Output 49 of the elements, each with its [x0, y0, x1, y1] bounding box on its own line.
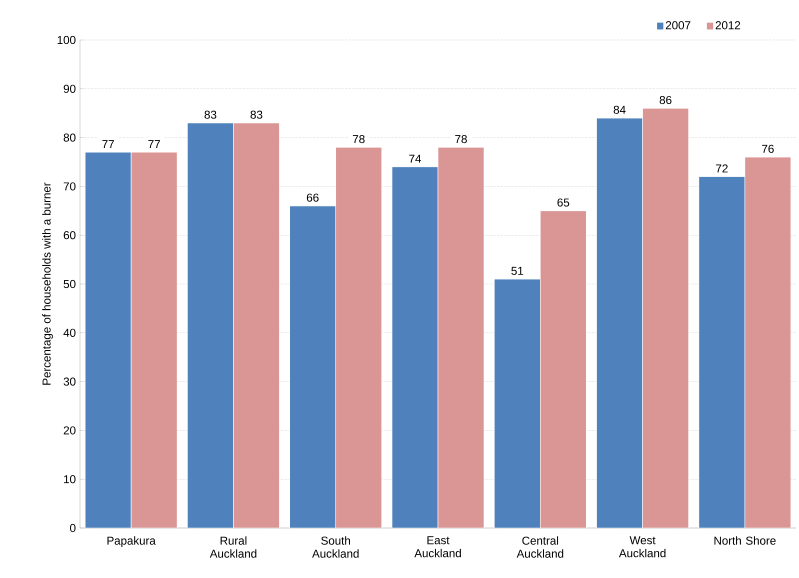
x-tick-label: Rural Auckland — [210, 536, 256, 558]
data-label: 78 — [455, 135, 467, 144]
x-tick-label: North Shore — [714, 536, 776, 545]
bar — [392, 166, 438, 528]
bar — [540, 210, 587, 528]
bar — [642, 108, 689, 528]
bar — [233, 122, 280, 528]
data-label: 51 — [511, 266, 524, 275]
y-tick-label: 30 — [64, 378, 76, 386]
y-tick-label: 0 — [70, 524, 76, 532]
y-tick-label: 20 — [64, 426, 76, 434]
data-label: 76 — [762, 144, 774, 153]
y-tick-label: 50 — [64, 280, 76, 288]
bar — [187, 122, 234, 528]
y-tick-label: 100 — [58, 36, 76, 44]
data-label: 84 — [614, 106, 626, 114]
x-tick-label: Papakura — [107, 536, 156, 548]
y-tick-label: 10 — [64, 475, 76, 484]
y-tick-label: 60 — [64, 231, 76, 240]
data-label: 77 — [102, 140, 114, 148]
x-tick-label: West Auckland — [618, 536, 666, 558]
y-tick-label: 70 — [64, 182, 76, 190]
y-axis-title: Percentage of households with a burner — [42, 182, 53, 385]
bar — [744, 156, 792, 528]
bar — [698, 176, 746, 528]
data-label: 74 — [409, 154, 422, 163]
data-label: 83 — [250, 110, 262, 119]
bar — [130, 152, 178, 528]
y-tick-label: 40 — [63, 328, 76, 337]
x-tick-label: South Auckland — [312, 536, 359, 558]
data-label: 78 — [352, 135, 365, 144]
bar — [84, 152, 132, 528]
bar — [596, 118, 643, 528]
data-label: 65 — [557, 198, 570, 207]
y-tick-label: 80 — [64, 134, 76, 142]
bar — [438, 147, 484, 528]
data-label: 83 — [204, 110, 216, 119]
legend-label: 2007 — [666, 21, 690, 30]
bar — [289, 206, 336, 528]
legend-label: 2012 — [716, 21, 740, 30]
y-tick-label: 90 — [64, 84, 76, 93]
bar — [335, 147, 382, 528]
data-label: 77 — [148, 140, 160, 148]
bar — [494, 278, 541, 528]
data-label: 66 — [306, 194, 319, 202]
x-tick-label: East Auckland — [414, 536, 461, 558]
data-label: 86 — [660, 96, 672, 104]
data-label: 72 — [716, 164, 728, 172]
x-tick-label: Central Auckland — [516, 536, 564, 558]
